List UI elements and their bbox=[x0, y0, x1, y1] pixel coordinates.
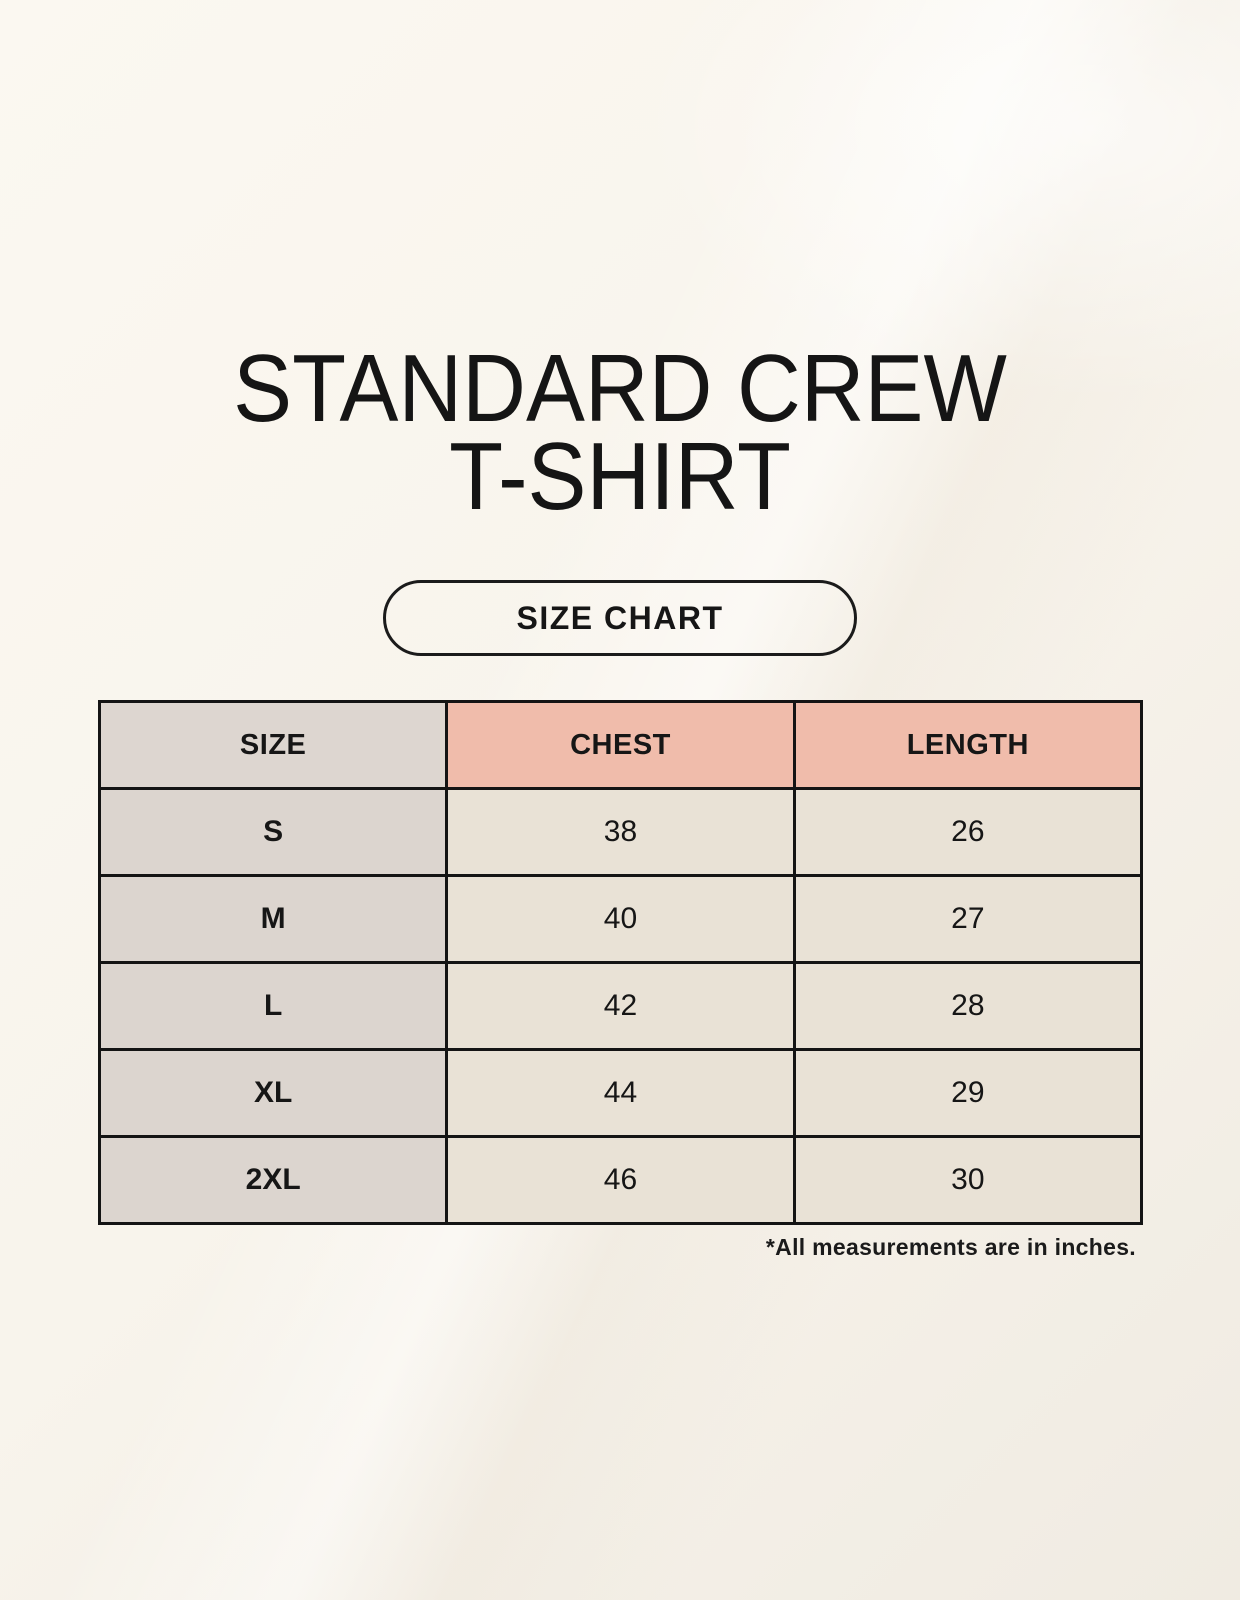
page-title-line1: STANDARD CREW bbox=[233, 335, 1007, 442]
size-cell: XL bbox=[97, 1048, 449, 1138]
table-row: M 40 27 bbox=[97, 874, 1144, 964]
size-cell: S bbox=[97, 787, 449, 877]
column-header-size: SIZE bbox=[97, 700, 449, 790]
table-row: 2XL 46 30 bbox=[97, 1135, 1144, 1225]
size-table-header: SIZE CHEST LENGTH bbox=[97, 700, 1144, 790]
length-cell: 26 bbox=[792, 787, 1144, 877]
column-header-chest: CHEST bbox=[445, 700, 796, 790]
chest-cell: 46 bbox=[445, 1135, 796, 1225]
chest-cell: 40 bbox=[445, 874, 796, 964]
table-row: L 42 28 bbox=[97, 961, 1144, 1051]
chest-cell: 42 bbox=[445, 961, 796, 1051]
page-title-line2: T-SHIRT bbox=[449, 423, 791, 530]
length-cell: 27 bbox=[792, 874, 1144, 964]
column-header-length: LENGTH bbox=[792, 700, 1144, 790]
size-cell: L bbox=[97, 961, 449, 1051]
size-cell: M bbox=[97, 874, 449, 964]
table-row: XL 44 29 bbox=[97, 1048, 1144, 1138]
length-cell: 28 bbox=[792, 961, 1144, 1051]
page-title: STANDARD CREW T-SHIRT bbox=[50, 341, 1191, 525]
size-table-body: S 38 26 M 40 27 L 42 28 XL 44 29 2XL 46 bbox=[97, 787, 1144, 1225]
measurements-footnote: *All measurements are in inches. bbox=[765, 1234, 1136, 1260]
header-row: SIZE CHEST LENGTH bbox=[97, 700, 1144, 790]
size-chart-button-label: SIZE CHART bbox=[516, 599, 724, 636]
table-row: S 38 26 bbox=[97, 787, 1144, 877]
size-chart-button[interactable]: SIZE CHART bbox=[383, 580, 857, 656]
chest-cell: 38 bbox=[445, 787, 796, 877]
length-cell: 30 bbox=[792, 1135, 1144, 1225]
length-cell: 29 bbox=[792, 1048, 1144, 1138]
chest-cell: 44 bbox=[445, 1048, 796, 1138]
size-table: SIZE CHEST LENGTH S 38 26 M 40 27 L 42 2… bbox=[97, 700, 1144, 1225]
size-cell: 2XL bbox=[97, 1135, 449, 1225]
